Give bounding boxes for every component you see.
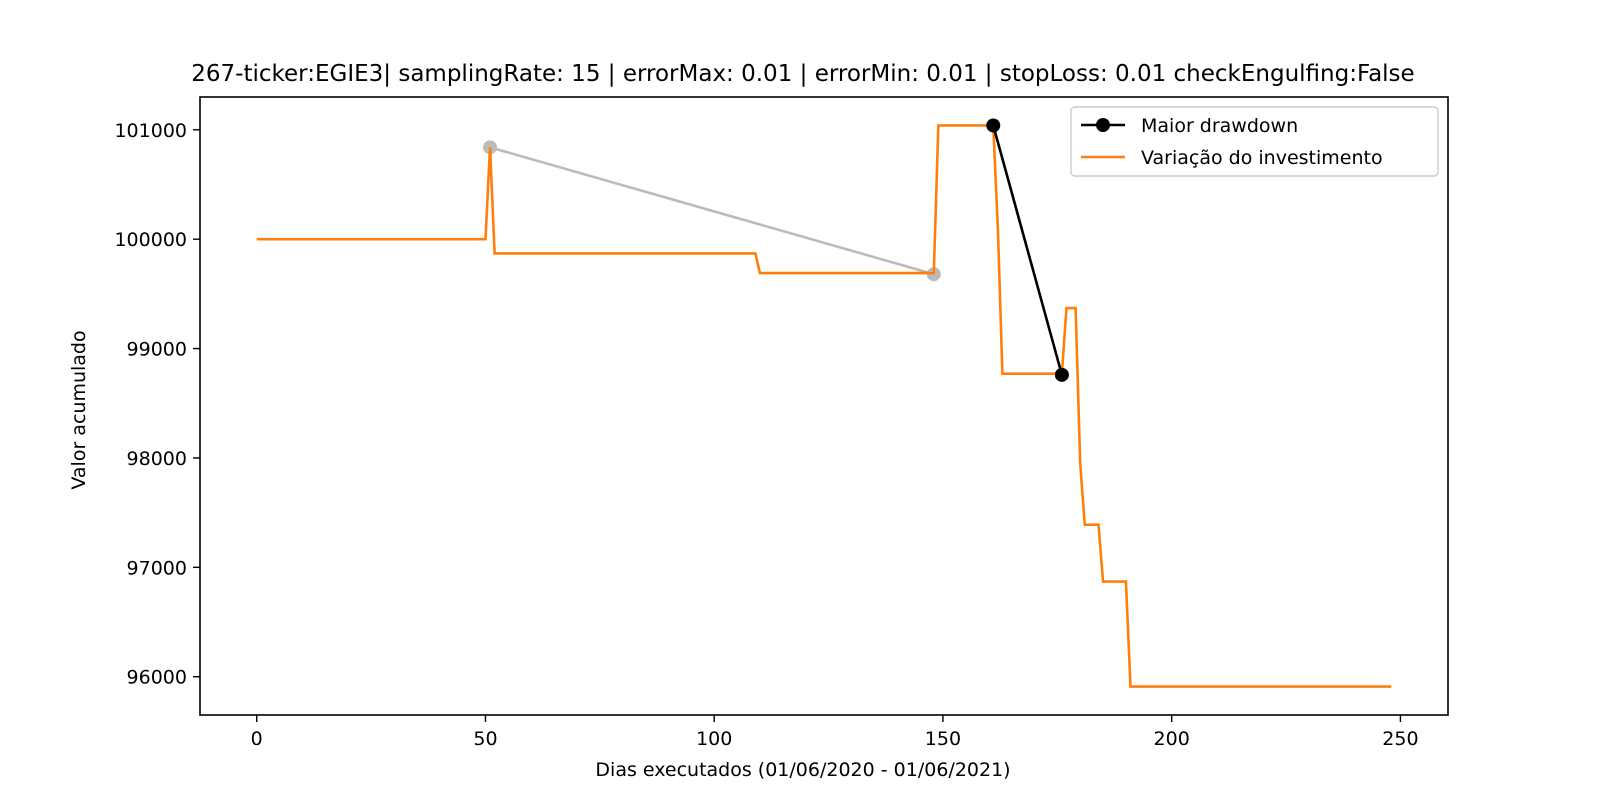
x-tick-label-150: 150 — [925, 728, 961, 750]
y-tick-label-96000: 96000 — [127, 667, 187, 689]
series-investment-line — [256, 124, 1392, 688]
legend-label-drawdown: Maior drawdown — [1141, 115, 1298, 137]
legend-box — [1070, 106, 1439, 177]
x-tick-label-200: 200 — [1154, 728, 1190, 750]
x-tick-label-100: 100 — [696, 728, 732, 750]
series-drawdown-point-1 — [1054, 367, 1069, 382]
series-drawdown-line — [992, 125, 1064, 376]
chart-title: 267-ticker:EGIE3| samplingRate: 15 | err… — [191, 61, 1414, 87]
y-tick-label-98000: 98000 — [127, 448, 187, 470]
legend-label-investment: Variação do investimento — [1141, 147, 1383, 169]
x-tick-label-0: 0 — [251, 728, 263, 750]
extra-line-0 — [489, 146, 935, 276]
axis-ticks: 0 50 100 150 200 250 96000 97000 98000 99000 10000… — [114, 120, 1418, 750]
series-drawdown-point-0 — [986, 118, 1001, 133]
x-tick-label-50: 50 — [473, 728, 497, 750]
legend: Maior drawdown Variação do investimento — [1070, 106, 1439, 177]
y-tick-label-99000: 99000 — [127, 339, 187, 361]
y-tick-label-97000: 97000 — [127, 557, 187, 579]
plot-area — [199, 96, 1449, 716]
y-tick-label-100000: 100000 — [114, 229, 187, 251]
y-axis-label: Valor acumulado — [68, 330, 90, 489]
x-axis-label: Dias executados (01/06/2020 - 01/06/2021… — [595, 759, 1010, 781]
plot-frame — [199, 96, 1449, 716]
x-tick-label-250: 250 — [1382, 728, 1418, 750]
y-tick-label-101000: 101000 — [114, 120, 187, 142]
legend-marker-drawdown — [1096, 118, 1110, 132]
